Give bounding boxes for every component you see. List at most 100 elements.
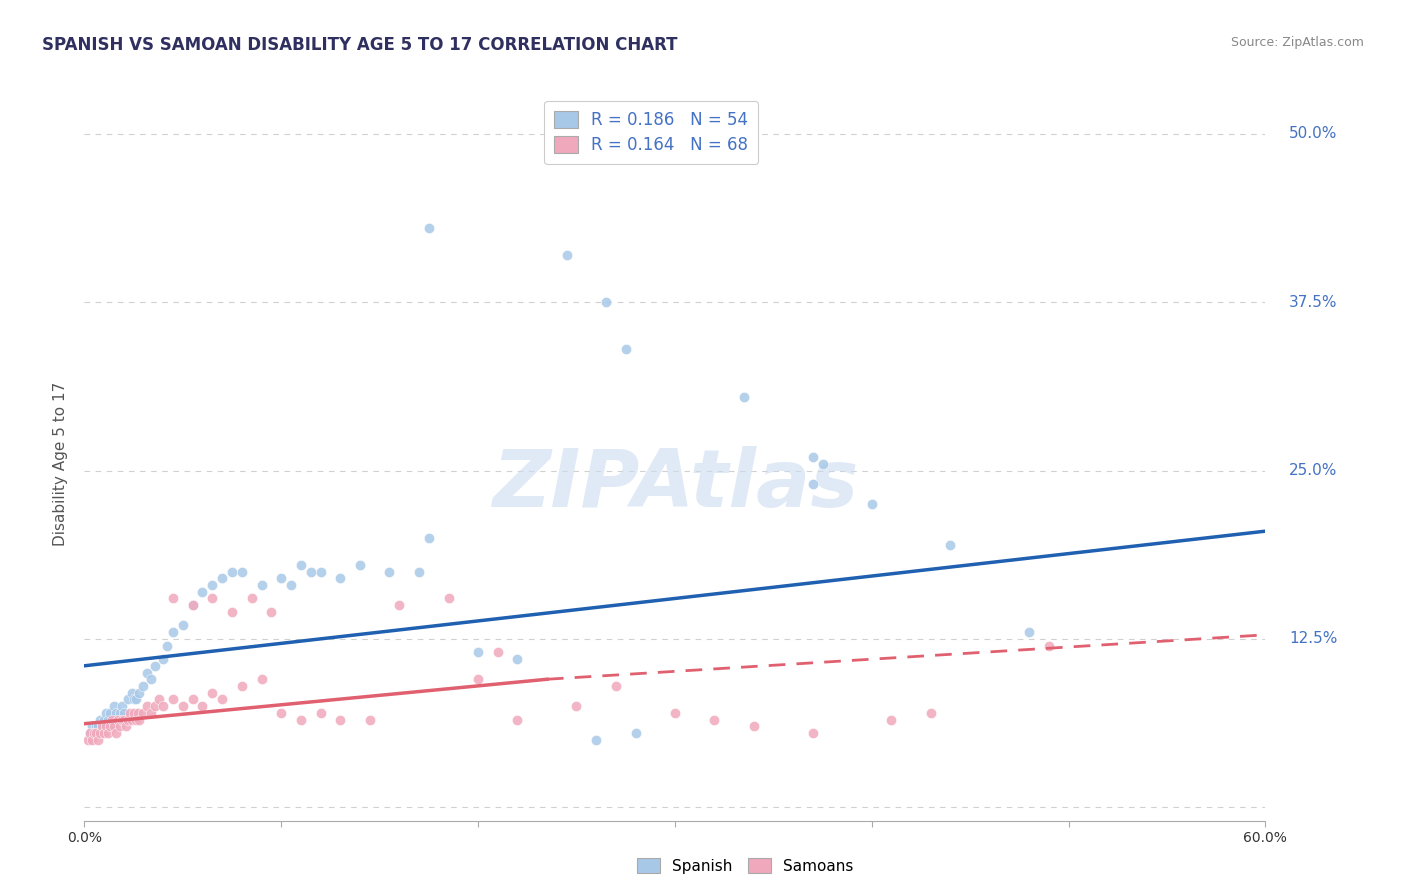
Point	[290, 713, 312, 727]
Point	[418, 531, 440, 545]
Legend: R = 0.186   N = 54, R = 0.164   N = 68: R = 0.186 N = 54, R = 0.164 N = 68	[544, 101, 758, 164]
Point	[111, 713, 134, 727]
Point	[231, 679, 253, 693]
Point	[555, 248, 578, 262]
Point	[309, 565, 332, 579]
Point	[124, 713, 146, 727]
Point	[309, 706, 332, 720]
Point	[108, 706, 131, 720]
Point	[250, 673, 273, 687]
Point	[329, 713, 352, 727]
Point	[143, 699, 166, 714]
Point	[89, 726, 111, 740]
Point	[614, 343, 637, 357]
Point	[97, 713, 120, 727]
Point	[87, 732, 110, 747]
Point	[128, 713, 150, 727]
Point	[418, 221, 440, 235]
Point	[388, 598, 411, 612]
Point	[172, 618, 194, 632]
Point	[121, 713, 143, 727]
Point	[181, 598, 204, 612]
Point	[280, 578, 302, 592]
Point	[136, 699, 159, 714]
Point	[79, 726, 101, 740]
Point	[201, 686, 224, 700]
Point	[111, 699, 134, 714]
Point	[98, 706, 121, 720]
Text: Source: ZipAtlas.com: Source: ZipAtlas.com	[1230, 36, 1364, 49]
Point	[211, 692, 233, 706]
Text: 50.0%: 50.0%	[1289, 127, 1337, 142]
Point	[93, 713, 115, 727]
Point	[87, 719, 110, 733]
Point	[83, 726, 105, 740]
Point	[91, 719, 114, 733]
Point	[181, 598, 204, 612]
Point	[136, 665, 159, 680]
Point	[122, 706, 145, 720]
Point	[121, 686, 143, 700]
Point	[101, 719, 124, 733]
Point	[103, 719, 125, 733]
Point	[156, 639, 179, 653]
Point	[201, 591, 224, 606]
Point	[742, 719, 765, 733]
Point	[128, 686, 150, 700]
Point	[939, 538, 962, 552]
Point	[260, 605, 283, 619]
Point	[79, 726, 101, 740]
Point	[112, 713, 135, 727]
Point	[329, 571, 352, 585]
Point	[221, 605, 243, 619]
Point	[290, 558, 312, 572]
Point	[172, 699, 194, 714]
Point	[104, 706, 127, 720]
Point	[250, 578, 273, 592]
Point	[101, 713, 124, 727]
Point	[1018, 625, 1040, 640]
Point	[920, 706, 942, 720]
Point	[506, 713, 529, 727]
Point	[141, 673, 163, 687]
Legend: Spanish, Samoans: Spanish, Samoans	[631, 852, 859, 880]
Point	[107, 713, 129, 727]
Point	[240, 591, 263, 606]
Point	[114, 719, 136, 733]
Point	[112, 706, 135, 720]
Point	[91, 719, 114, 733]
Text: SPANISH VS SAMOAN DISABILITY AGE 5 TO 17 CORRELATION CHART: SPANISH VS SAMOAN DISABILITY AGE 5 TO 17…	[42, 36, 678, 54]
Point	[127, 706, 149, 720]
Point	[486, 645, 509, 659]
Point	[83, 726, 105, 740]
Point	[378, 565, 401, 579]
Point	[201, 578, 224, 592]
Point	[624, 726, 647, 740]
Point	[132, 679, 155, 693]
Point	[181, 692, 204, 706]
Point	[811, 457, 834, 471]
Point	[108, 719, 131, 733]
Text: 12.5%: 12.5%	[1289, 632, 1337, 647]
Point	[89, 713, 111, 727]
Point	[107, 713, 129, 727]
Point	[506, 652, 529, 666]
Point	[270, 706, 292, 720]
Point	[122, 692, 145, 706]
Point	[148, 692, 170, 706]
Point	[162, 591, 184, 606]
Point	[94, 719, 117, 733]
Point	[94, 706, 117, 720]
Point	[565, 699, 588, 714]
Point	[152, 652, 174, 666]
Point	[132, 706, 155, 720]
Point	[98, 719, 121, 733]
Point	[82, 719, 104, 733]
Point	[143, 658, 166, 673]
Point	[211, 571, 233, 585]
Point	[162, 692, 184, 706]
Point	[299, 565, 322, 579]
Point	[359, 713, 381, 727]
Point	[84, 719, 107, 733]
Point	[703, 713, 725, 727]
